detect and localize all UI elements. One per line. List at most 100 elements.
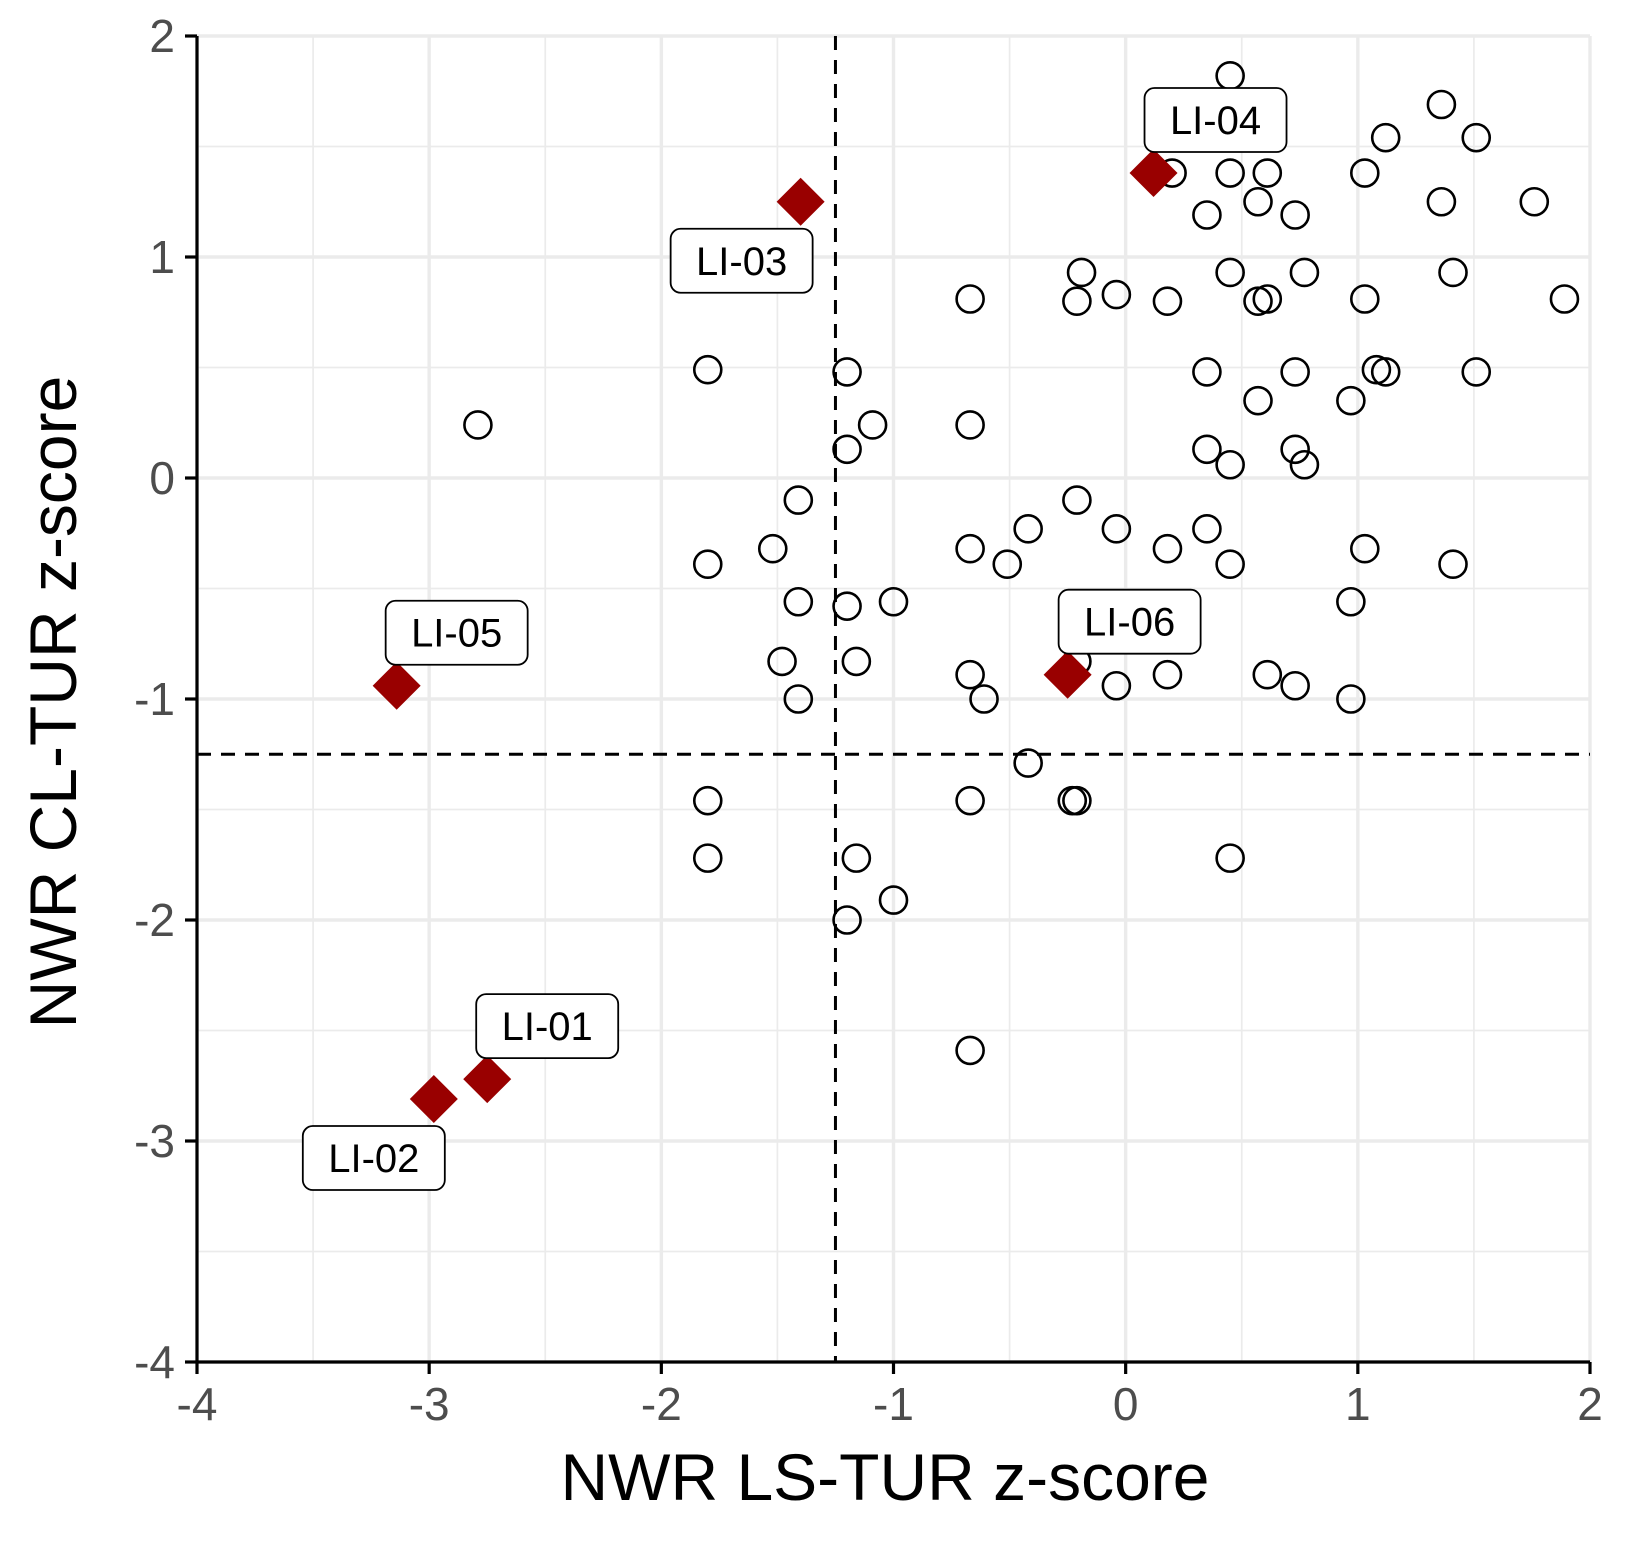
y-tick-label: -1 [134, 673, 175, 725]
control-point [1101, 514, 1132, 544]
point-label-box [1143, 87, 1288, 153]
control-point [1426, 186, 1457, 217]
li-diamond-point [463, 1055, 512, 1104]
control-point [1013, 748, 1043, 778]
point-label-box [1057, 588, 1202, 655]
control-point [832, 434, 862, 465]
control-point [1215, 449, 1245, 480]
control-point [878, 885, 909, 915]
control-point [1152, 533, 1183, 564]
li-diamond-point [776, 177, 825, 226]
li-diamond-point [1043, 650, 1092, 699]
control-point [1062, 286, 1092, 317]
control-point [1252, 659, 1283, 690]
control-point [832, 905, 862, 935]
control-point [1280, 434, 1310, 465]
control-point [1243, 385, 1273, 416]
control-point [955, 533, 985, 564]
control-point [1101, 279, 1132, 310]
control-point [1215, 257, 1245, 288]
control-point [857, 410, 888, 440]
li-diamond-point [372, 661, 421, 710]
control-point [1215, 60, 1245, 91]
li-diamond-point [409, 1075, 458, 1124]
control-point [757, 533, 788, 564]
control-point [783, 684, 814, 714]
y-tick-label: -2 [134, 894, 175, 946]
point-label-text: LI-01 [502, 1005, 593, 1049]
control-point [1461, 357, 1492, 387]
control-point [1549, 284, 1580, 314]
control-point [1192, 200, 1222, 230]
point-label-box [669, 227, 814, 294]
y-tick-label: -3 [134, 1115, 175, 1167]
control-point [692, 354, 723, 385]
control-point [692, 785, 723, 816]
control-point [692, 843, 723, 873]
y-tick-label: 2 [149, 10, 175, 62]
control-point [1192, 357, 1222, 387]
control-point [955, 659, 985, 690]
x-tick-label: -4 [177, 1378, 218, 1430]
point-label-box [301, 1125, 446, 1191]
control-point [1101, 670, 1132, 701]
control-point [463, 410, 493, 440]
control-point [1243, 186, 1273, 217]
control-point [1280, 357, 1310, 387]
control-point [1152, 659, 1183, 690]
control-point [832, 591, 862, 621]
control-point [1370, 357, 1401, 387]
axes: -4 -3 -2 -1 0 1 2 -4 -3 -2 -1 0 1 2 [134, 10, 1603, 1430]
control-point [1215, 843, 1245, 873]
control-point [1349, 158, 1380, 188]
control-point [1215, 549, 1245, 579]
control-point [1426, 89, 1457, 120]
x-tick-label: -3 [409, 1378, 450, 1430]
control-point [1336, 684, 1366, 714]
li-diamond-point [1129, 149, 1178, 198]
control-point [1438, 549, 1468, 579]
y-tick-label: 1 [149, 231, 175, 283]
control-point [1152, 286, 1183, 317]
control-point [969, 684, 999, 714]
control-point [1192, 434, 1222, 465]
control-point [783, 586, 814, 617]
x-tick-label: 2 [1577, 1378, 1603, 1430]
x-tick-label: -1 [873, 1378, 914, 1430]
control-point [992, 549, 1023, 579]
control-point [783, 485, 814, 515]
control-point [1461, 122, 1492, 153]
x-tick-label: -2 [641, 1378, 682, 1430]
y-axis-title: NWR CL-TUR z-score [16, 376, 90, 1029]
control-point [878, 586, 909, 617]
control-point [1280, 200, 1310, 230]
control-point [1215, 158, 1245, 188]
y-tick-label: 0 [149, 452, 175, 504]
x-tick-label: 1 [1345, 1378, 1371, 1430]
control-point [1192, 514, 1222, 544]
control-point [767, 646, 797, 677]
data-points [372, 60, 1580, 1124]
point-label-box [384, 599, 529, 666]
control-point [692, 549, 723, 579]
control-point [1336, 586, 1366, 617]
control-point [955, 284, 985, 314]
reference-lines [197, 36, 1590, 1362]
point-label-text: LI-05 [411, 612, 502, 656]
control-point [1336, 385, 1366, 416]
control-point [955, 785, 985, 816]
control-point [841, 646, 872, 677]
control-point [1370, 122, 1401, 153]
point-label-text: LI-02 [328, 1137, 419, 1181]
control-point [1519, 186, 1550, 217]
x-axis-title: NWR LS-TUR z-score [560, 1440, 1209, 1514]
point-label-text: LI-04 [1170, 99, 1261, 143]
control-point [1252, 284, 1283, 314]
control-point [841, 843, 872, 873]
control-point [1066, 257, 1097, 288]
point-labels: LI-01 LI-02 LI-03 LI-04 LI-05 LI-06 [301, 87, 1288, 1191]
control-point [1252, 158, 1283, 188]
control-point [1280, 670, 1310, 701]
control-point [1062, 485, 1092, 515]
